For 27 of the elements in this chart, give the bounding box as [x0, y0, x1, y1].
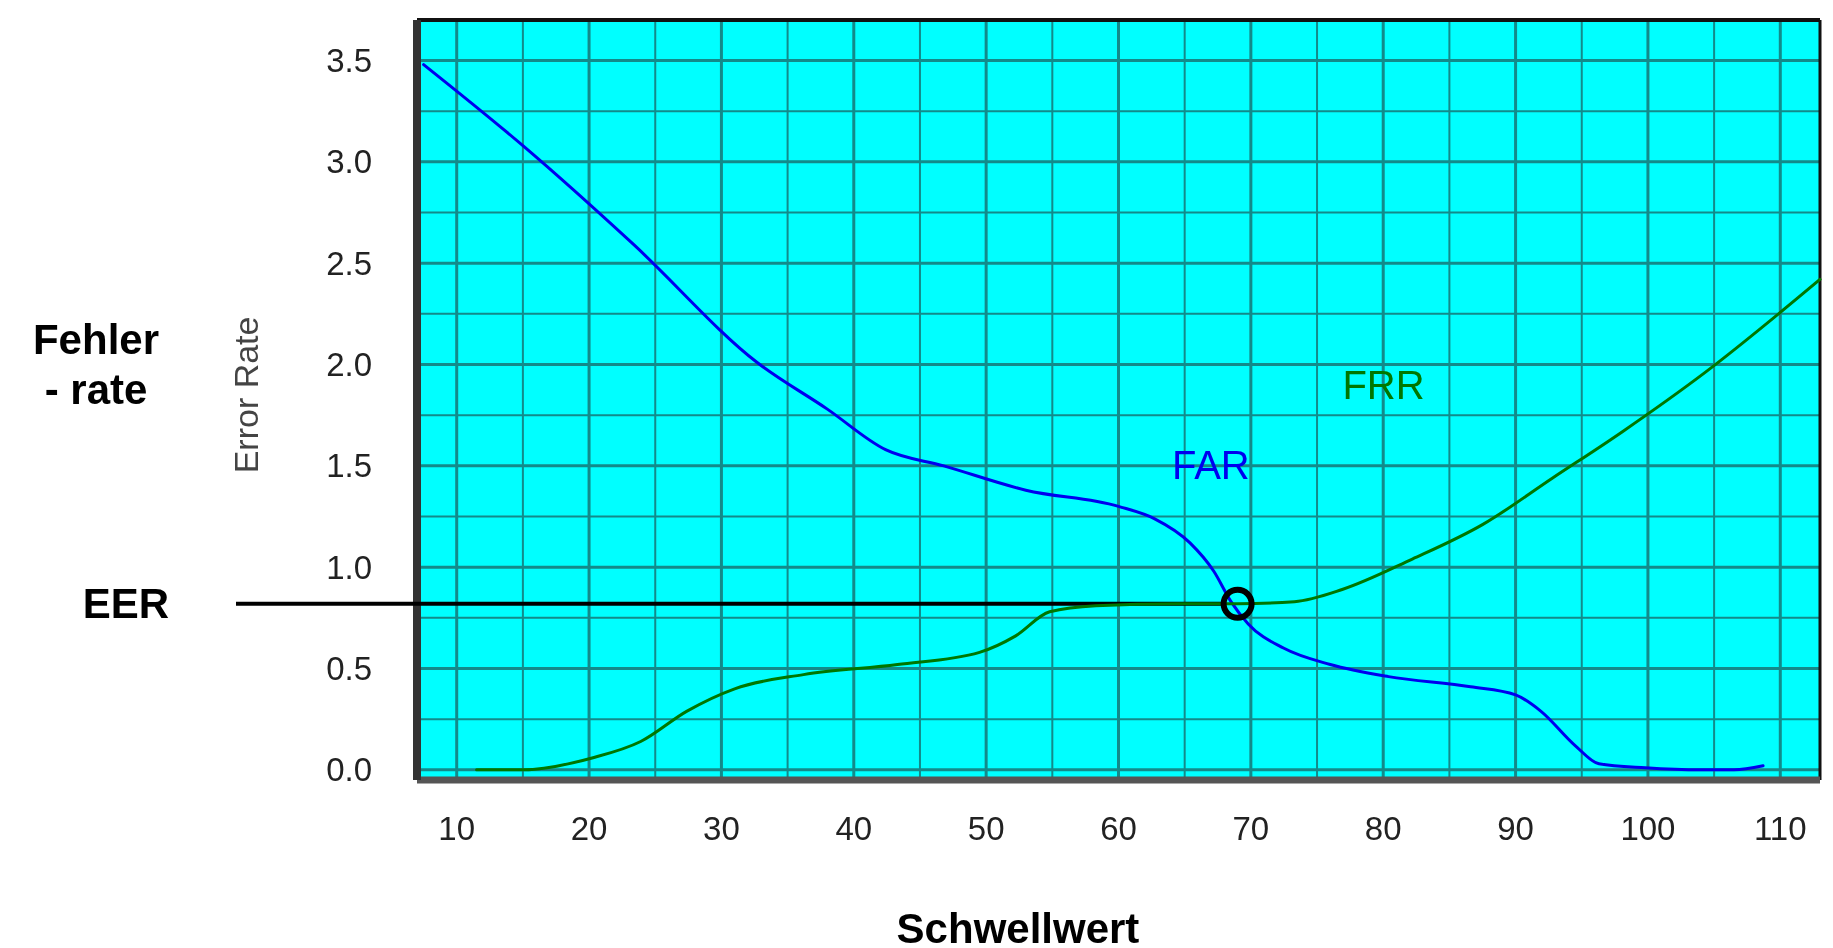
- x-tick-label: 40: [835, 810, 873, 847]
- y-axis-title: Error Rate: [227, 316, 265, 474]
- y-tick-label: 2.0: [326, 346, 372, 384]
- x-axis-title: Schwellwert: [896, 905, 1140, 948]
- line-series: [475, 277, 1822, 772]
- x-tick-label: 70: [1232, 810, 1270, 847]
- y-tick-label: 3.5: [326, 42, 372, 80]
- line-series: [422, 63, 1765, 772]
- text: FRR: [1342, 362, 1425, 407]
- y-tick-label: 3.0: [326, 143, 372, 181]
- y-tick-label: 0.0: [326, 751, 372, 789]
- x-tick-label: 60: [1100, 810, 1137, 847]
- x-tick-label: 20: [570, 810, 608, 847]
- x-tick-label: 100: [1620, 810, 1676, 847]
- y-tick-label: 2.5: [326, 244, 372, 282]
- x-tick-label: 50: [967, 810, 1005, 847]
- x-tick-label: 90: [1497, 810, 1534, 847]
- series-label: FAR: [1171, 443, 1250, 488]
- x-tick-label: 110: [1753, 810, 1807, 847]
- x-tick-label: 10: [438, 810, 476, 847]
- y-tick-label: 0.5: [326, 650, 372, 688]
- y-tick-label: 1.5: [326, 447, 372, 485]
- text: Fehler - rate: [32, 316, 160, 414]
- ref-line-label: EER: [82, 579, 170, 627]
- x-tick-label: 80: [1364, 810, 1402, 847]
- x-tick-label: 30: [703, 810, 740, 847]
- y-tick-label: 1.0: [326, 548, 372, 586]
